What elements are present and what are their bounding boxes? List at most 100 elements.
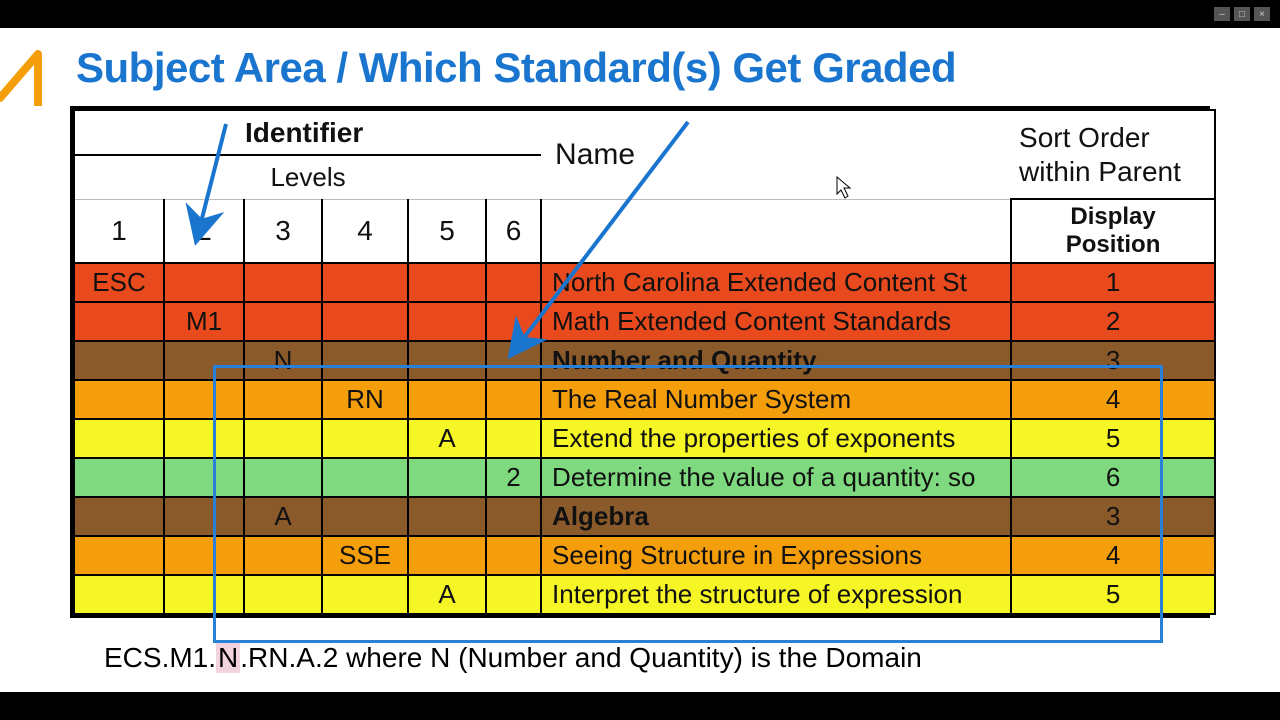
level-cell: M1 [164,302,244,341]
level-cell [486,341,541,380]
level-cell [74,497,164,536]
level-cell [322,575,408,614]
level-cell [486,575,541,614]
position-cell: 5 [1011,419,1215,458]
name-cell: Number and Quantity [541,341,1011,380]
level-cell: 2 [486,458,541,497]
level-cell [486,263,541,302]
table-row: 2Determine the value of a quantity: so6 [74,458,1215,497]
header-name-spacer [541,199,1011,263]
footnote: ECS.M1.N.RN.A.2 where N (Number and Quan… [104,642,1240,674]
level-cell [74,575,164,614]
level-cell [408,497,486,536]
name-cell: Interpret the structure of expression [541,575,1011,614]
header-sort-order: Sort Order within Parent [1011,110,1215,199]
level-cell [74,536,164,575]
level-cell [322,341,408,380]
footnote-highlight: N [216,642,240,673]
position-cell: 3 [1011,497,1215,536]
table-row: A Algebra3 [74,497,1215,536]
header-level-6: 6 [486,199,541,263]
standards-table-wrap: Identifier Name Sort Order within Parent… [70,106,1210,618]
level-cell [164,380,244,419]
level-cell: RN [322,380,408,419]
header-level-1: 1 [74,199,164,263]
level-cell: N [244,341,322,380]
name-cell: Determine the value of a quantity: so [541,458,1011,497]
level-cell: ESC [74,263,164,302]
header-level-3: 3 [244,199,322,263]
level-cell [74,380,164,419]
header-levels: Levels [74,155,541,199]
header-name: Name [541,110,1011,199]
level-cell: A [408,419,486,458]
header-identifier: Identifier [74,110,541,155]
level-cell [486,380,541,419]
level-cell [164,536,244,575]
window-controls: – □ × [1214,0,1270,28]
header-level-2: 2 [164,199,244,263]
level-cell [486,302,541,341]
level-cell [322,497,408,536]
top-black-bar: – □ × [0,0,1280,28]
level-cell [244,380,322,419]
footnote-pre: ECS.M1. [104,642,216,673]
slide-content: Subject Area / Which Standard(s) Get Gra… [0,28,1280,692]
name-cell: Math Extended Content Standards [541,302,1011,341]
close-button[interactable]: × [1254,7,1270,21]
position-cell: 1 [1011,263,1215,302]
table-row: RN The Real Number System4 [74,380,1215,419]
minimize-button[interactable]: – [1214,7,1230,21]
name-cell: Extend the properties of exponents [541,419,1011,458]
level-cell [244,419,322,458]
level-cell [322,302,408,341]
accent-stroke [0,46,45,106]
footnote-post: .RN.A.2 where N (Number and Quantity) is… [240,642,922,673]
table-row: A Extend the properties of exponents5 [74,419,1215,458]
level-cell [164,497,244,536]
name-cell: The Real Number System [541,380,1011,419]
level-cell [408,341,486,380]
level-cell [164,341,244,380]
table-row: A Interpret the structure of expression5 [74,575,1215,614]
position-cell: 3 [1011,341,1215,380]
level-cell [244,458,322,497]
header-level-5: 5 [408,199,486,263]
maximize-button[interactable]: □ [1234,7,1250,21]
position-cell: 4 [1011,380,1215,419]
table-row: SSESeeing Structure in Expressions4 [74,536,1215,575]
level-cell: A [408,575,486,614]
level-cell [322,419,408,458]
level-cell [408,263,486,302]
table-row: N Number and Quantity3 [74,341,1215,380]
level-cell [322,458,408,497]
slide-title: Subject Area / Which Standard(s) Get Gra… [76,44,1240,92]
level-cell: A [244,497,322,536]
level-cell [74,302,164,341]
level-cell [74,419,164,458]
level-cell [244,536,322,575]
level-cell [244,263,322,302]
level-cell [486,419,541,458]
position-cell: 5 [1011,575,1215,614]
header-display-position: Display Position [1011,199,1215,263]
level-cell [244,575,322,614]
header-level-4: 4 [322,199,408,263]
level-cell [164,575,244,614]
level-cell [164,419,244,458]
level-cell [322,263,408,302]
table-row: ESCNorth Carolina Extended Content St1 [74,263,1215,302]
name-cell: Algebra [541,497,1011,536]
level-cell [244,302,322,341]
level-cell: SSE [322,536,408,575]
position-cell: 2 [1011,302,1215,341]
level-cell [74,458,164,497]
table-row: M1 Math Extended Content Standards2 [74,302,1215,341]
bottom-black-bar [0,692,1280,720]
level-cell [486,536,541,575]
level-cell [408,302,486,341]
level-cell [74,341,164,380]
level-cell [408,536,486,575]
position-cell: 6 [1011,458,1215,497]
level-cell [408,380,486,419]
